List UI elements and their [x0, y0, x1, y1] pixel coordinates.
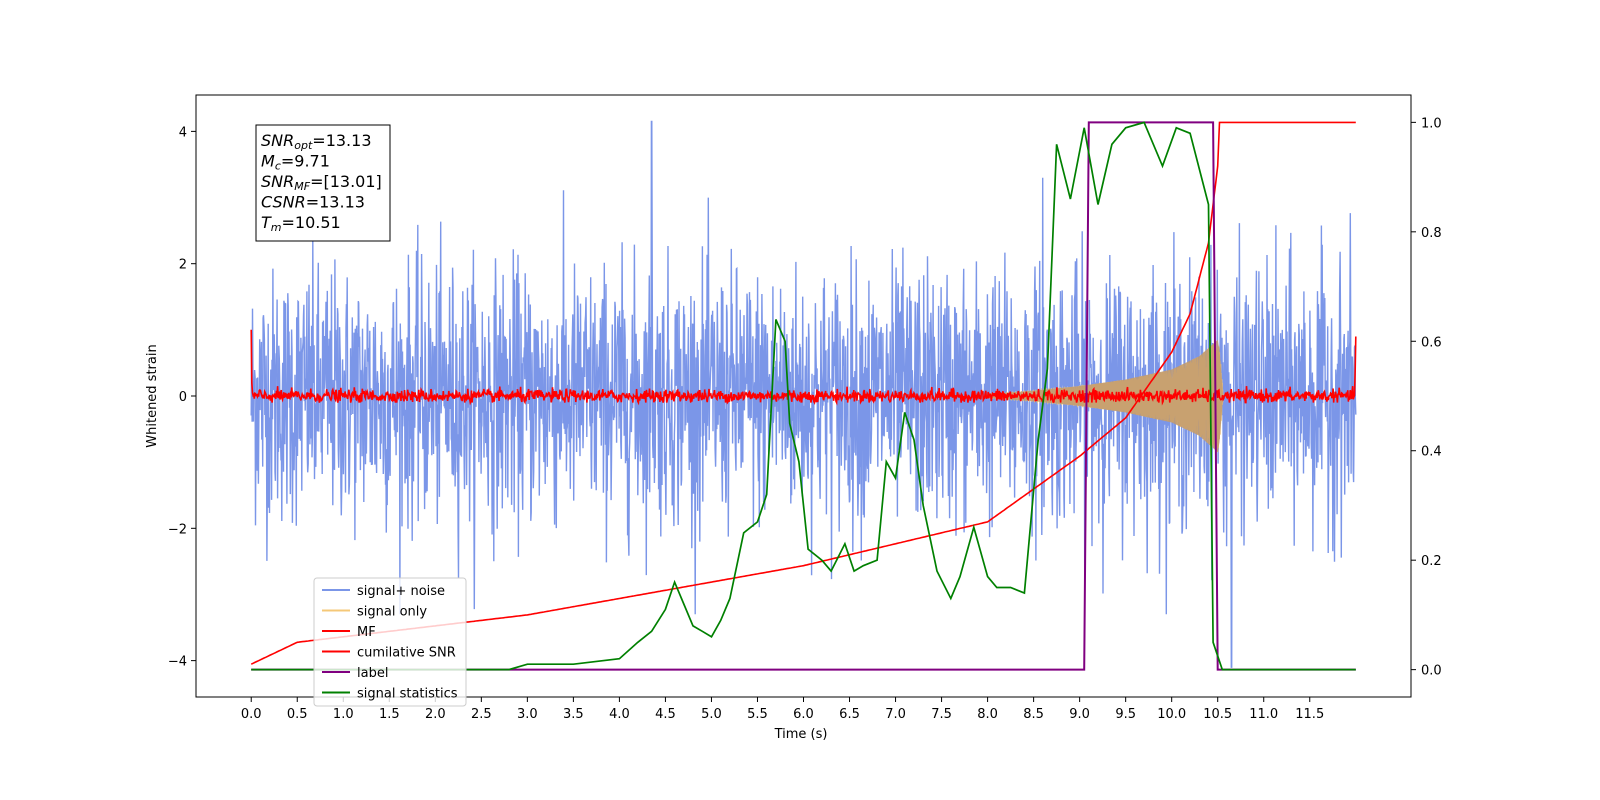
series-signal-statistics-line — [251, 121, 1356, 671]
x-tick-label: 0.5 — [287, 707, 308, 722]
x-tick-label: 3.5 — [563, 707, 584, 722]
x-tick-label: 2.5 — [471, 707, 492, 722]
info-subscript: c — [275, 160, 281, 173]
info-symbol: SNR — [261, 172, 294, 191]
info-line: SNRopt=13.13 — [261, 131, 372, 152]
info-subscript: m — [271, 221, 282, 234]
info-value: =13.13 — [306, 193, 365, 212]
x-tick-label: 10.0 — [1157, 707, 1186, 722]
x-tick-label: 11.5 — [1295, 707, 1324, 722]
x-tick-label: 6.5 — [839, 707, 860, 722]
x-tick-label: 5.0 — [701, 707, 722, 722]
y2-tick-label: 0.0 — [1421, 664, 1442, 679]
series-mf-line — [250, 329, 1357, 406]
legend-label: MF — [357, 625, 376, 640]
x-tick-label: 1.0 — [333, 707, 354, 722]
y2-tick-label: 1.0 — [1421, 116, 1442, 131]
legend-label: signal+ noise — [357, 584, 445, 599]
x-tick-label: 1.5 — [379, 707, 400, 722]
info-symbol: CSNR — [261, 193, 306, 212]
x-tick-label: 8.0 — [977, 707, 998, 722]
y-tick-label: −2 — [168, 522, 187, 537]
y-axis-left: −4 −2 0 2 4 — [168, 125, 196, 670]
y2-tick-label: 0.6 — [1421, 335, 1442, 350]
x-tick-label: 2.0 — [425, 707, 446, 722]
info-value: =[13.01] — [310, 172, 382, 191]
x-tick-label: 0.0 — [241, 707, 262, 722]
x-tick-label: 7.0 — [885, 707, 906, 722]
x-tick-label: 9.0 — [1069, 707, 1090, 722]
x-axis: 0.0 0.5 1.0 1.5 2.0 2.5 3.0 3.5 4.0 4.5 5.0 5.5 6.0 6… — [241, 697, 1324, 722]
x-tick-label: 9.5 — [1115, 707, 1136, 722]
legend-label: signal statistics — [357, 687, 458, 702]
x-tick-label: 5.5 — [747, 707, 768, 722]
info-value: =9.71 — [281, 152, 330, 171]
x-tick-label: 3.0 — [517, 707, 538, 722]
y-tick-label: −4 — [168, 655, 187, 670]
x-tick-label: 7.5 — [931, 707, 952, 722]
series-layer — [250, 120, 1357, 671]
y-tick-label: 0 — [179, 390, 187, 405]
x-tick-label: 10.5 — [1203, 707, 1232, 722]
x-tick-label: 11.0 — [1249, 707, 1278, 722]
x-tick-label: 8.5 — [1023, 707, 1044, 722]
info-line: Mc=9.71 — [261, 152, 330, 173]
y-axis-label: Whitened strain — [145, 344, 160, 447]
info-subscript: MF — [294, 180, 310, 193]
info-box: SNRopt=13.13Mc=9.71SNRMF=[13.01]CSNR=13.… — [255, 124, 391, 242]
x-tick-label: 4.0 — [609, 707, 630, 722]
info-box-frame — [255, 124, 391, 242]
info-symbol: SNR — [261, 131, 294, 150]
y2-tick-label: 0.4 — [1421, 445, 1442, 460]
info-line: SNRMF=[13.01] — [261, 172, 382, 193]
y2-tick-label: 0.2 — [1421, 554, 1442, 569]
y2-tick-label: 0.8 — [1421, 226, 1442, 241]
info-line: CSNR=13.13 — [261, 193, 365, 212]
y-tick-label: 4 — [179, 125, 187, 140]
legend-frame — [313, 577, 467, 707]
info-subscript: opt — [294, 139, 313, 152]
info-symbol: T — [261, 213, 272, 232]
x-tick-label: 6.0 — [793, 707, 814, 722]
y-axis-right: 0.0 0.2 0.4 0.6 0.8 1.0 — [1411, 116, 1442, 679]
x-tick-label: 4.5 — [655, 707, 676, 722]
legend-label: cumilative SNR — [357, 646, 456, 661]
legend: signal+ noise signal only MF cumilative SNR… — [313, 577, 467, 707]
info-line: Tm=10.51 — [261, 213, 341, 234]
info-symbol: M — [261, 152, 275, 171]
info-value: =13.13 — [312, 131, 371, 150]
info-value: =10.51 — [282, 213, 341, 232]
legend-label: label — [357, 666, 388, 681]
legend-label: signal only — [357, 605, 427, 620]
x-axis-label: Time (s) — [774, 727, 828, 742]
y-tick-label: 2 — [179, 258, 187, 273]
